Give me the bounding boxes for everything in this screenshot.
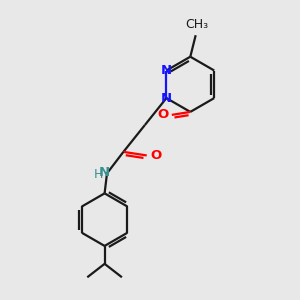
Text: H: H <box>93 168 103 181</box>
Text: N: N <box>160 92 171 105</box>
Text: N: N <box>161 64 172 77</box>
Text: O: O <box>158 108 169 122</box>
Text: O: O <box>150 149 161 162</box>
Text: N: N <box>99 166 110 179</box>
Text: CH₃: CH₃ <box>186 18 209 31</box>
